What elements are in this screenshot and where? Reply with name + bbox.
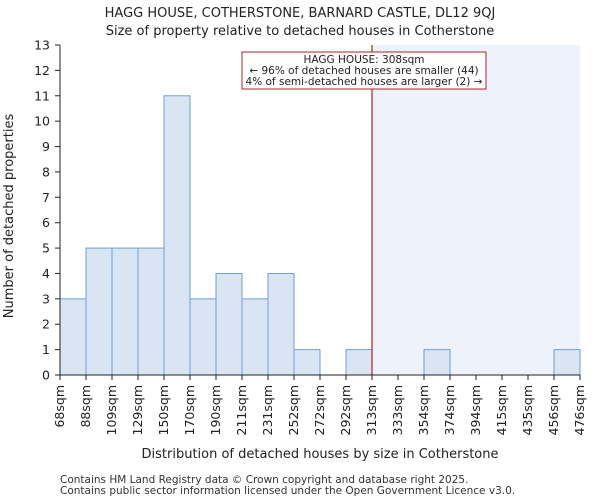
bar-292sqm — [345, 349, 373, 376]
larger-property-region — [372, 45, 580, 375]
x-tick-label-129sqm: 129sqm — [130, 385, 145, 435]
x-tick-label-252sqm: 252sqm — [286, 385, 301, 435]
annotation-line-3: 4% of semi-detached houses are larger (2… — [246, 76, 483, 88]
chart-title: HAGG HOUSE, COTHERSTONE, BARNARD CASTLE,… — [105, 6, 496, 21]
x-tick-label-292sqm: 292sqm — [338, 385, 353, 435]
bar-190sqm — [215, 272, 243, 376]
x-tick-label-313sqm: 313sqm — [364, 385, 379, 435]
y-tick-label-12: 12 — [34, 63, 50, 78]
bar-68sqm — [59, 298, 87, 376]
x-tick-label-231sqm: 231sqm — [260, 385, 275, 435]
bar-88sqm — [85, 247, 113, 376]
y-tick-label-5: 5 — [42, 241, 50, 256]
x-tick-label-272sqm: 272sqm — [312, 385, 327, 435]
x-tick-label-88sqm: 88sqm — [78, 385, 93, 428]
x-tick-label-435sqm: 435sqm — [520, 385, 535, 435]
x-tick-label-394sqm: 394sqm — [468, 385, 483, 435]
x-tick-label-190sqm: 190sqm — [208, 385, 223, 435]
y-tick-label-10: 10 — [34, 114, 50, 129]
bar-211sqm — [241, 298, 269, 376]
bar-109sqm — [111, 247, 139, 376]
y-tick-label-1: 1 — [42, 342, 50, 357]
x-tick-label-456sqm: 456sqm — [546, 385, 561, 435]
y-tick-label-7: 7 — [42, 190, 50, 205]
y-tick-label-0: 0 — [42, 368, 50, 383]
x-tick-label-150sqm: 150sqm — [156, 385, 171, 435]
chart-subtitle: Size of property relative to detached ho… — [106, 24, 495, 39]
y-tick-label-8: 8 — [42, 164, 50, 179]
x-tick-label-374sqm: 374sqm — [442, 385, 457, 435]
bar-231sqm — [267, 272, 295, 376]
footer-copyright: Contains HM Land Registry data © Crown c… — [60, 474, 469, 486]
x-tick-label-211sqm: 211sqm — [234, 385, 249, 435]
x-tick-label-415sqm: 415sqm — [494, 385, 509, 435]
x-tick-label-476sqm: 476sqm — [572, 385, 587, 435]
y-axis-label: Number of detached properties — [2, 114, 17, 319]
y-tick-label-9: 9 — [42, 139, 50, 154]
bar-354sqm — [423, 349, 451, 376]
x-tick-label-354sqm: 354sqm — [416, 385, 431, 435]
y-tick-label-2: 2 — [42, 317, 50, 332]
annotation-line-1: HAGG HOUSE: 308sqm — [304, 54, 425, 66]
x-tick-label-109sqm: 109sqm — [104, 385, 119, 435]
footer-licence: Contains public sector information licen… — [60, 485, 516, 497]
y-tick-label-3: 3 — [42, 291, 50, 306]
bar-456sqm — [553, 349, 581, 376]
x-axis-ticks: 68sqm 88sqm 109sqm 129sqm 150sqm 170sqm 190sqm… — [52, 375, 587, 435]
bar-170sqm — [189, 298, 217, 376]
bar-129sqm — [137, 247, 165, 376]
annotation-box — [241, 51, 487, 90]
bar-150sqm — [163, 95, 191, 376]
annotation-line-2: ← 96% of detached houses are smaller (44… — [249, 65, 478, 77]
bars — [59, 95, 581, 376]
x-tick-label-170sqm: 170sqm — [182, 385, 197, 435]
shaded-region — [372, 45, 580, 375]
x-axis-label: Distribution of detached houses by size … — [142, 447, 499, 462]
y-tick-label-11: 11 — [34, 88, 50, 103]
bar-252sqm — [293, 349, 321, 376]
x-tick-label-68sqm: 68sqm — [52, 385, 67, 428]
property-annotation: HAGG HOUSE: 308sqm← 96% of detached hous… — [241, 51, 487, 90]
y-tick-label-4: 4 — [42, 266, 50, 281]
y-tick-label-6: 6 — [42, 215, 50, 230]
x-tick-label-333sqm: 333sqm — [390, 385, 405, 435]
y-tick-label-13: 13 — [34, 38, 50, 53]
